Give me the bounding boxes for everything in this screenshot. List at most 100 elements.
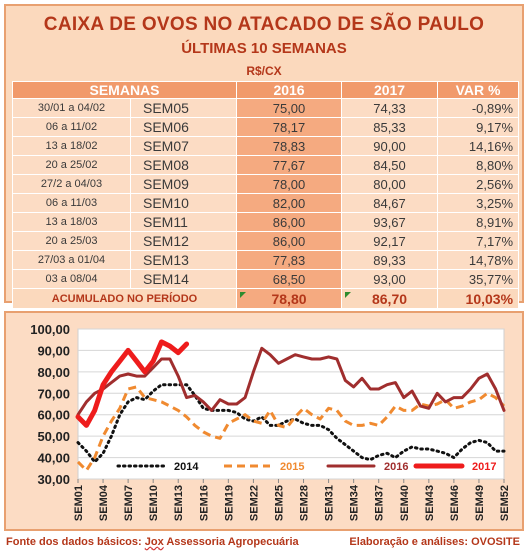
price-line-chart: 30,00 40,00 50,00 60,00 70,00 80,00 90,00 100,0… xyxy=(30,322,511,521)
row-week: SEM06 xyxy=(129,117,238,137)
x-tick-label: SEM40 xyxy=(399,485,411,521)
row-period: 06 a 11/03 xyxy=(12,193,131,213)
plot-area xyxy=(77,328,505,480)
row-variation: 14,78% xyxy=(437,250,520,270)
y-tick-label: 70,00 xyxy=(37,386,70,401)
x-tick-label: SEM22 xyxy=(248,485,260,521)
row-value-2017: 93,00 xyxy=(341,269,439,289)
row-value-2016: 78,17 xyxy=(236,117,343,137)
footer-source-prefix: Fonte dos dados básicos: xyxy=(6,536,145,548)
row-variation: 35,77% xyxy=(437,269,520,289)
legend-label-2015: 2015 xyxy=(280,461,304,473)
table-row: 27/2 a 04/03 SEM09 78,00 80,00 2,56% xyxy=(12,174,520,194)
table-row: 13 a 18/03 SEM11 86,00 93,67 8,91% xyxy=(12,212,520,232)
row-value-2016: 77,67 xyxy=(236,155,343,175)
row-period: 03 a 08/04 xyxy=(12,269,131,289)
cell-marker-icon xyxy=(344,291,351,298)
y-tick-label: 50,00 xyxy=(37,429,70,444)
x-tick-label: SEM28 xyxy=(299,485,311,521)
row-period: 30/01 a 04/02 xyxy=(12,98,131,118)
row-variation: 9,17% xyxy=(437,117,520,137)
price-table: SEMANAS 2016 2017 VAR % 30/01 a 04/02 SEM… xyxy=(11,81,520,309)
table-header-row: SEMANAS 2016 2017 VAR % xyxy=(11,81,520,99)
row-value-2016: 77,83 xyxy=(236,250,343,270)
row-week: SEM11 xyxy=(129,212,238,232)
row-value-2016: 78,00 xyxy=(236,174,343,194)
accumulated-2016: 78,80 xyxy=(236,288,343,309)
header-var: VAR % xyxy=(437,81,520,99)
row-period: 27/2 a 04/03 xyxy=(12,174,131,194)
footer-credits: Elaboração e análises: OVOSITE xyxy=(349,536,520,548)
row-period: 20 a 25/03 xyxy=(12,231,131,251)
header-2017: 2017 xyxy=(341,81,439,99)
row-value-2017: 93,67 xyxy=(341,212,439,232)
accumulated-variation: 10,03% xyxy=(437,288,520,309)
footer-source: Fonte dos dados básicos: Jox Assessoria … xyxy=(6,536,299,548)
series-line-2017 xyxy=(75,339,190,428)
row-value-2017: 74,33 xyxy=(341,98,439,118)
row-period: 20 a 25/02 xyxy=(12,155,131,175)
row-value-2017: 85,33 xyxy=(341,117,439,137)
accumulated-label: ACUMULADO NO PERÍODO xyxy=(11,288,238,309)
y-tick-label: 90,00 xyxy=(37,343,70,358)
row-variation: 14,16% xyxy=(437,136,520,156)
table-subtitle: ÚLTIMAS 10 SEMANAS xyxy=(181,40,347,57)
table-row: 06 a 11/03 SEM10 82,00 84,67 3,25% xyxy=(12,193,520,213)
row-variation: 3,25% xyxy=(437,193,520,213)
table-row: 27/03 a 01/04 SEM13 77,83 89,33 14,78% xyxy=(12,250,520,270)
row-week: SEM13 xyxy=(129,250,238,270)
row-week: SEM05 xyxy=(129,98,238,118)
row-value-2017: 84,50 xyxy=(341,155,439,175)
row-variation: 7,17% xyxy=(437,231,520,251)
x-tick-label: SEM25 xyxy=(273,485,285,521)
x-tick-label: SEM04 xyxy=(98,484,110,521)
x-tick-label: SEM01 xyxy=(73,485,85,521)
table-row: 13 a 18/02 SEM07 78,83 90,00 14,16% xyxy=(12,136,520,156)
row-value-2017: 89,33 xyxy=(341,250,439,270)
row-variation: 8,80% xyxy=(437,155,520,175)
price-chart-panel: 30,00 40,00 50,00 60,00 70,00 80,00 90,00 100,0… xyxy=(4,311,524,531)
x-tick-label: SEM10 xyxy=(148,485,160,521)
header-weeks: SEMANAS xyxy=(11,81,238,99)
x-tick-label: SEM07 xyxy=(123,485,135,521)
x-tick-label: SEM19 xyxy=(223,485,235,521)
row-variation: 8,91% xyxy=(437,212,520,232)
row-value-2016: 86,00 xyxy=(236,231,343,251)
row-variation: -0,89% xyxy=(437,98,520,118)
row-value-2016: 78,83 xyxy=(236,136,343,156)
x-tick-label: SEM46 xyxy=(449,485,461,521)
row-period: 13 a 18/02 xyxy=(12,136,131,156)
x-tick-label: SEM34 xyxy=(349,484,361,521)
header-2016: 2016 xyxy=(236,81,343,99)
row-week: SEM14 xyxy=(129,269,238,289)
table-row: 06 a 11/02 SEM06 78,17 85,33 9,17% xyxy=(12,117,520,137)
legend-label-2014: 2014 xyxy=(174,461,199,473)
row-value-2017: 92,17 xyxy=(341,231,439,251)
y-tick-label: 30,00 xyxy=(37,472,70,487)
row-period: 13 a 18/03 xyxy=(12,212,131,232)
row-week: SEM12 xyxy=(129,231,238,251)
row-value-2017: 80,00 xyxy=(341,174,439,194)
row-week: SEM07 xyxy=(129,136,238,156)
table-row: 30/01 a 04/02 SEM05 75,00 74,33 -0,89% xyxy=(12,98,520,118)
x-tick-label: SEM31 xyxy=(324,485,336,521)
table-row: 03 a 08/04 SEM14 68,50 93,00 35,77% xyxy=(12,269,520,289)
y-tick-label: 80,00 xyxy=(37,365,70,380)
table-unit: R$/CX xyxy=(246,64,282,78)
x-tick-label: SEM13 xyxy=(173,485,185,521)
row-value-2017: 90,00 xyxy=(341,136,439,156)
row-variation: 2,56% xyxy=(437,174,520,194)
row-value-2016: 86,00 xyxy=(236,212,343,232)
table-title: CAIXA DE OVOS NO ATACADO DE SÃO PAULO xyxy=(43,14,485,35)
accumulated-2017: 86,70 xyxy=(341,288,439,309)
y-tick-label: 60,00 xyxy=(37,408,70,423)
row-week: SEM10 xyxy=(129,193,238,213)
x-tick-label: SEM52 xyxy=(499,485,511,521)
series-line-2016 xyxy=(76,346,506,417)
series-line-2015 xyxy=(76,385,506,472)
table-row: 20 a 25/03 SEM12 86,00 92,17 7,17% xyxy=(12,231,520,251)
legend-label-2017: 2017 xyxy=(472,461,496,473)
x-tick-label: SEM49 xyxy=(474,485,486,521)
y-tick-label: 100,00 xyxy=(30,322,70,337)
x-tick-label: SEM37 xyxy=(374,485,386,521)
